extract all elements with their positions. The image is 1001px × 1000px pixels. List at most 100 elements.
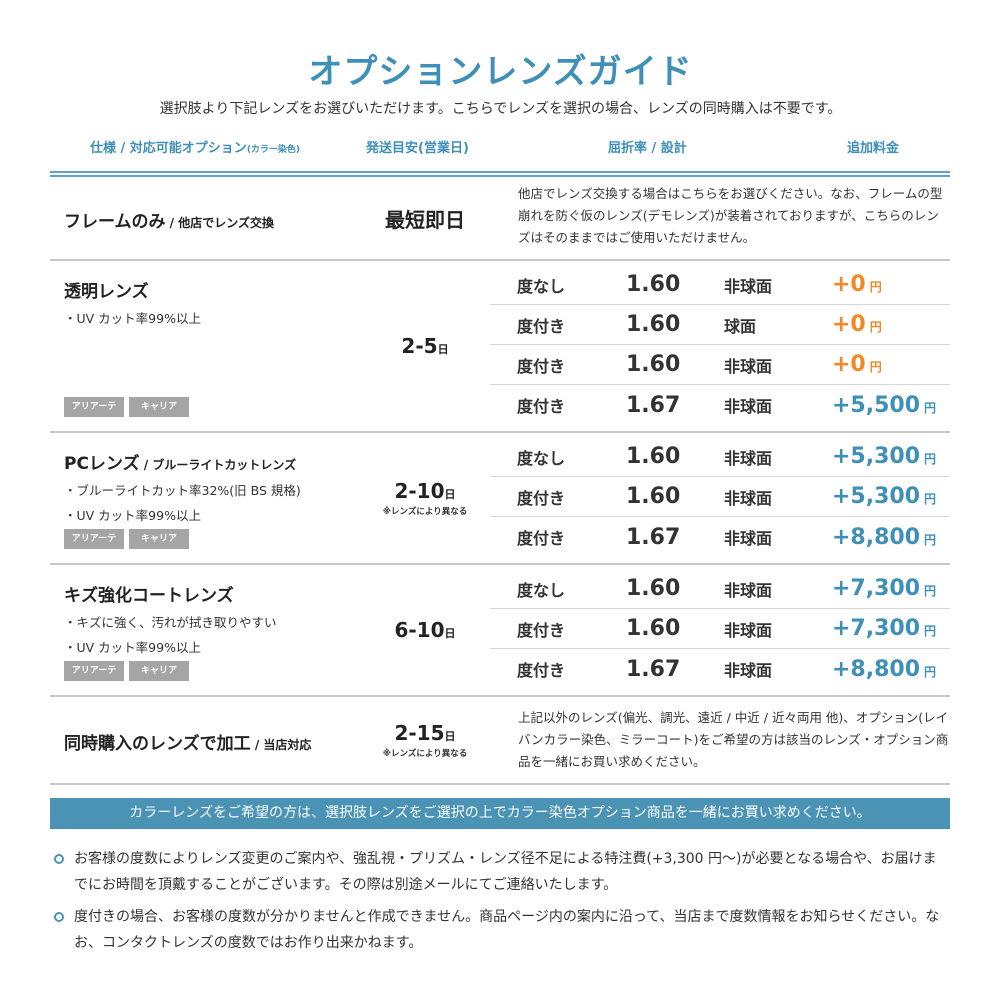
price-unit: 円 [924, 624, 937, 638]
lens-design: 非球面 [724, 356, 773, 376]
lens-group: キズ強化コートレンズ ・キズに強く、汚れが拭き取りやすい ・UV カット率99%以… [50, 565, 950, 697]
note-text: お客様の度数によりレンズ変更のご案内や、強乱視・プリズム・レンズ径不足による特注… [74, 851, 937, 893]
lens-option-row: 度なし 1.60 非球面 +0 円 [490, 265, 950, 305]
ship-unit: 日 [444, 730, 456, 743]
price-value: +8,800 [832, 524, 921, 550]
lens-name: PCレンズ / ブルーライトカットレンズ [64, 449, 360, 474]
lens-name-main: 透明レンズ [64, 282, 149, 302]
lens-option-row: 度付き 1.67 非球面 +8,800 円 [490, 517, 950, 557]
lens-option-row: 度付き 1.67 非球面 +8,800 円 [490, 649, 950, 689]
lens-option-row: 度なし 1.60 非球面 +5,300 円 [490, 437, 950, 477]
lens-option-row: 度付き 1.67 非球面 +5,500 円 [490, 385, 950, 425]
price: +5,300 円 [832, 484, 936, 509]
refractive-index: 1.60 [626, 616, 681, 641]
ship-days: 最短即日 [385, 207, 465, 232]
lens-ship: 2-5日 [360, 261, 490, 431]
ship-days: 2-10日 [394, 479, 455, 503]
lens-ship: 6-10日 [360, 565, 490, 695]
header-ship: 発送目安(営業日) [366, 141, 469, 156]
lens-design: 非球面 [724, 580, 773, 600]
lens-options: 度なし 1.60 非球面 +7,300 円 度付き 1.60 非球面 +7,300… [490, 565, 950, 695]
header-index: 屈折率 / 設計 [608, 141, 687, 156]
price: +0 円 [832, 352, 882, 377]
ship-range: 2-5 [401, 334, 438, 358]
lens-feature: ・UV カット率99%以上 [64, 508, 201, 523]
circle-bullet-icon [54, 912, 64, 922]
refractive-index: 1.67 [626, 524, 681, 550]
ship-days: 6-10日 [394, 618, 455, 642]
frame-name-small: / 他店でレンズ交換 [165, 216, 274, 230]
custom-name: 同時購入のレンズで加工 / 当店対応 [64, 729, 360, 754]
refractive-index: 1.60 [626, 272, 681, 297]
price: +0 円 [832, 312, 882, 337]
refractive-index: 1.67 [626, 656, 681, 682]
price-value: +7,300 [832, 616, 921, 641]
price-unit: 円 [924, 664, 937, 679]
ship-note: ※レンズにより異なる [382, 507, 468, 517]
frame-desc-cell: 他店でレンズ交換する場合はこちらをお選びください。なお、フレームの型崩れを防ぐ仮… [490, 177, 950, 259]
refractive-index: 1.60 [626, 352, 681, 377]
lens-feature: ・UV カット率99%以上 [64, 311, 201, 326]
lens-option-row: 度付き 1.60 非球面 +5,300 円 [490, 477, 950, 517]
option-tag: キャリア [129, 397, 189, 417]
page-subtitle: 選択肢より下記レンズをお選びいただけます。こちらでレンズを選択の場合、レンズの同… [159, 101, 842, 117]
price-unit: 円 [924, 584, 937, 598]
option-tag: アリアーテ [64, 529, 124, 549]
price-value: +5,500 [832, 392, 921, 418]
lens-design: 非球面 [724, 276, 773, 296]
custom-lens-row: 同時購入のレンズで加工 / 当店対応 2-15日 ※レンズにより異なる 上記以外の… [50, 697, 950, 785]
price-unit: 円 [924, 492, 937, 506]
note-text: 度付きの場合、お客様の度数が分かりませんと作成できません。商品ページ内の案内に沿… [74, 909, 940, 951]
lens-name-main: PCレンズ [64, 454, 140, 474]
power-type: 度付き [517, 620, 566, 640]
price: +5,300 円 [832, 444, 936, 469]
ship-unit: 日 [444, 627, 456, 640]
option-tag: キャリア [129, 529, 189, 549]
ship-unit: 日 [444, 488, 456, 501]
option-tags: アリアーテ キャリア [64, 397, 189, 417]
custom-name-small: / 当店対応 [250, 738, 312, 752]
lens-name: キズ強化コートレンズ [64, 581, 360, 606]
ship-unit: 日 [437, 343, 449, 356]
option-tags: アリアーテ キャリア [64, 529, 189, 549]
frame-desc: 他店でレンズ交換する場合はこちらをお選びください。なお、フレームの型崩れを防ぐ仮… [518, 186, 943, 245]
refractive-index: 1.60 [626, 444, 681, 469]
circle-bullet-icon [54, 854, 64, 864]
refractive-index: 1.60 [626, 484, 681, 509]
custom-ship: 2-15日 ※レンズにより異なる [360, 697, 490, 783]
price: +5,500 円 [832, 393, 936, 418]
power-type: 度なし [517, 580, 566, 600]
frame-name-main: フレームのみ [64, 212, 166, 232]
price-value: +7,300 [832, 576, 921, 601]
option-tag: アリアーテ [64, 397, 124, 417]
note-item: お客様の度数によりレンズ変更のご案内や、強乱視・プリズム・レンズ径不足による特注… [50, 846, 950, 898]
price-unit: 円 [869, 320, 882, 334]
lens-spec: PCレンズ / ブルーライトカットレンズ ・ブルーライトカット率32%(旧 BS… [50, 433, 360, 563]
lens-options: 度なし 1.60 非球面 +0 円 度付き 1.60 球面 +0 円 度付き 1.6… [490, 261, 950, 431]
header-divider [50, 171, 950, 177]
notes-list: お客様の度数によりレンズ変更のご案内や、強乱視・プリズム・レンズ径不足による特注… [50, 846, 950, 962]
price-value: +8,800 [832, 656, 921, 682]
lens-design: 非球面 [724, 661, 773, 680]
power-type: 度付き [517, 488, 566, 508]
header-spec: 仕様 / 対応可能オプション(カラー染色) [90, 137, 300, 156]
price-unit: 円 [869, 360, 882, 374]
option-tag: アリアーテ [64, 661, 124, 681]
refractive-index: 1.60 [626, 576, 681, 601]
price: +7,300 円 [832, 576, 936, 601]
custom-desc: 上記以外のレンズ(偏光、調光、遠近 / 中近 / 近々両用 他)、オプション(レ… [518, 710, 949, 769]
price-value: +5,300 [832, 444, 921, 469]
lens-design: 非球面 [724, 529, 773, 548]
custom-desc-cell: 上記以外のレンズ(偏光、調光、遠近 / 中近 / 近々両用 他)、オプション(レ… [490, 697, 950, 783]
lens-spec: 透明レンズ ・UV カット率99%以上 アリアーテ キャリア [50, 261, 360, 431]
price-value: +0 [832, 272, 866, 297]
power-type: 度付き [517, 397, 566, 416]
lens-feature: ・ブルーライトカット率32%(旧 BS 規格) [64, 483, 301, 498]
price-unit: 円 [924, 400, 937, 415]
lens-spec: キズ強化コートレンズ ・キズに強く、汚れが拭き取りやすい ・UV カット率99%以… [50, 565, 360, 695]
power-type: 度なし [517, 448, 566, 468]
lens-design: 非球面 [724, 448, 773, 468]
header-spec-small: (カラー染色) [246, 145, 301, 155]
ship-range: 2-15 [394, 721, 445, 745]
lens-option-row: 度付き 1.60 非球面 +7,300 円 [490, 609, 950, 649]
